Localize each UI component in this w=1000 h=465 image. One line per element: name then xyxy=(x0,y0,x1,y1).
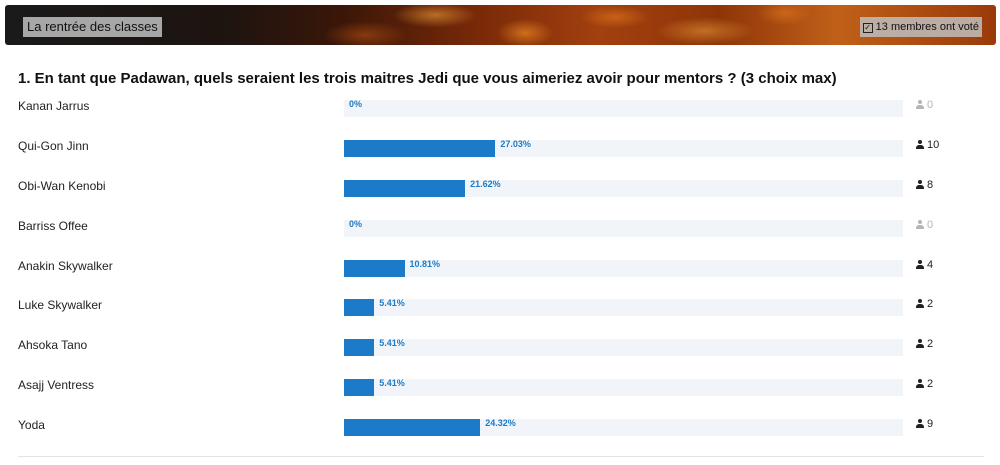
poll-option-row: Qui-Gon Jinn 27.03% 10 xyxy=(0,136,1000,176)
poll-header-banner: La rentrée des classes ✓ 13 membres ont v… xyxy=(5,5,996,45)
vote-count-text: 4 xyxy=(927,258,934,271)
percent-label: 0% xyxy=(349,99,363,109)
user-icon xyxy=(916,299,924,309)
user-icon xyxy=(916,379,924,389)
user-icon xyxy=(916,179,924,189)
result-bar-fill xyxy=(344,179,466,197)
percent-label: 24.32% xyxy=(485,418,516,429)
voters-count-text: 13 membres ont voté xyxy=(875,21,979,33)
result-bar-fill xyxy=(344,299,375,317)
result-bar-track xyxy=(344,259,903,277)
result-bar-track xyxy=(344,419,903,437)
result-bar-track xyxy=(344,339,903,357)
vote-count-text: 8 xyxy=(927,178,934,191)
poll-results-list: Kanan Jarrus 0% 0 Qui-Gon Jinn 27.03% 10… xyxy=(0,96,1000,455)
vote-count: 2 xyxy=(916,338,933,350)
option-label: Luke Skywalker xyxy=(18,298,103,313)
vote-count-text: 9 xyxy=(927,418,934,431)
poll-option-row: Barriss Offee 0% 0 xyxy=(0,216,1000,256)
vote-count: 4 xyxy=(916,259,933,271)
poll-option-row: Asajj Ventress 5.41% 2 xyxy=(0,375,1000,415)
vote-count-text: 2 xyxy=(927,378,934,391)
option-label: Barriss Offee xyxy=(18,218,88,233)
result-bar-fill xyxy=(344,259,405,277)
result-bar-track xyxy=(344,219,903,237)
poll-option-row: Anakin Skywalker 10.81% 4 xyxy=(0,256,1000,296)
percent-label: 5.41% xyxy=(379,298,405,309)
option-label: Qui-Gon Jinn xyxy=(18,138,89,153)
result-bar-fill xyxy=(344,419,481,437)
option-label: Asajj Ventress xyxy=(18,378,95,393)
user-icon xyxy=(916,219,924,229)
vote-count: 2 xyxy=(916,298,933,310)
result-bar-track xyxy=(344,299,903,317)
percent-label: 5.41% xyxy=(379,378,405,389)
user-icon xyxy=(916,259,924,269)
vote-count: 10 xyxy=(916,139,939,151)
percent-label: 5.41% xyxy=(379,338,405,349)
vote-count: 0 xyxy=(916,99,933,111)
vote-count: 8 xyxy=(916,179,933,191)
poll-title: La rentrée des classes xyxy=(23,17,162,37)
result-bar-track xyxy=(344,100,903,117)
poll-option-row: Luke Skywalker 5.41% 2 xyxy=(0,295,1000,335)
result-bar-fill xyxy=(344,139,496,157)
poll-option-row: Kanan Jarrus 0% 0 xyxy=(0,96,1000,136)
user-icon xyxy=(916,100,924,109)
result-bar-track xyxy=(344,179,903,197)
percent-label: 0% xyxy=(349,218,363,229)
vote-count-text: 0 xyxy=(927,99,934,111)
vote-count-text: 2 xyxy=(927,338,934,351)
poll-option-row: Ahsoka Tano 5.41% 2 xyxy=(0,335,1000,375)
vote-count: 0 xyxy=(916,219,933,231)
user-icon xyxy=(916,339,924,349)
option-label: Obi-Wan Kenobi xyxy=(18,178,106,193)
poll-option-row: Obi-Wan Kenobi 21.62% 8 xyxy=(0,176,1000,216)
percent-label: 27.03% xyxy=(500,138,531,149)
section-divider xyxy=(18,456,984,457)
vote-count-text: 2 xyxy=(927,298,934,311)
voters-count: ✓ 13 membres ont voté xyxy=(859,17,982,37)
check-square-icon: ✓ xyxy=(862,23,873,33)
result-bar-track xyxy=(344,139,903,157)
option-label: Kanan Jarrus xyxy=(18,99,90,113)
result-bar-fill xyxy=(344,379,375,397)
option-label: Ahsoka Tano xyxy=(18,338,88,353)
question-title: 1. En tant que Padawan, quels seraient l… xyxy=(18,70,837,87)
vote-count: 9 xyxy=(916,418,933,430)
result-bar-track xyxy=(344,379,903,397)
option-label: Yoda xyxy=(18,418,45,433)
user-icon xyxy=(916,139,924,149)
percent-label: 10.81% xyxy=(409,258,441,269)
vote-count: 2 xyxy=(916,378,933,390)
option-label: Anakin Skywalker xyxy=(18,258,113,273)
percent-label: 21.62% xyxy=(470,178,501,189)
user-icon xyxy=(916,419,924,429)
vote-count-text: 0 xyxy=(927,218,934,231)
result-bar-fill xyxy=(344,339,375,357)
vote-count-text: 10 xyxy=(927,138,940,151)
poll-option-row: Yoda 24.32% 9 xyxy=(0,415,1000,455)
